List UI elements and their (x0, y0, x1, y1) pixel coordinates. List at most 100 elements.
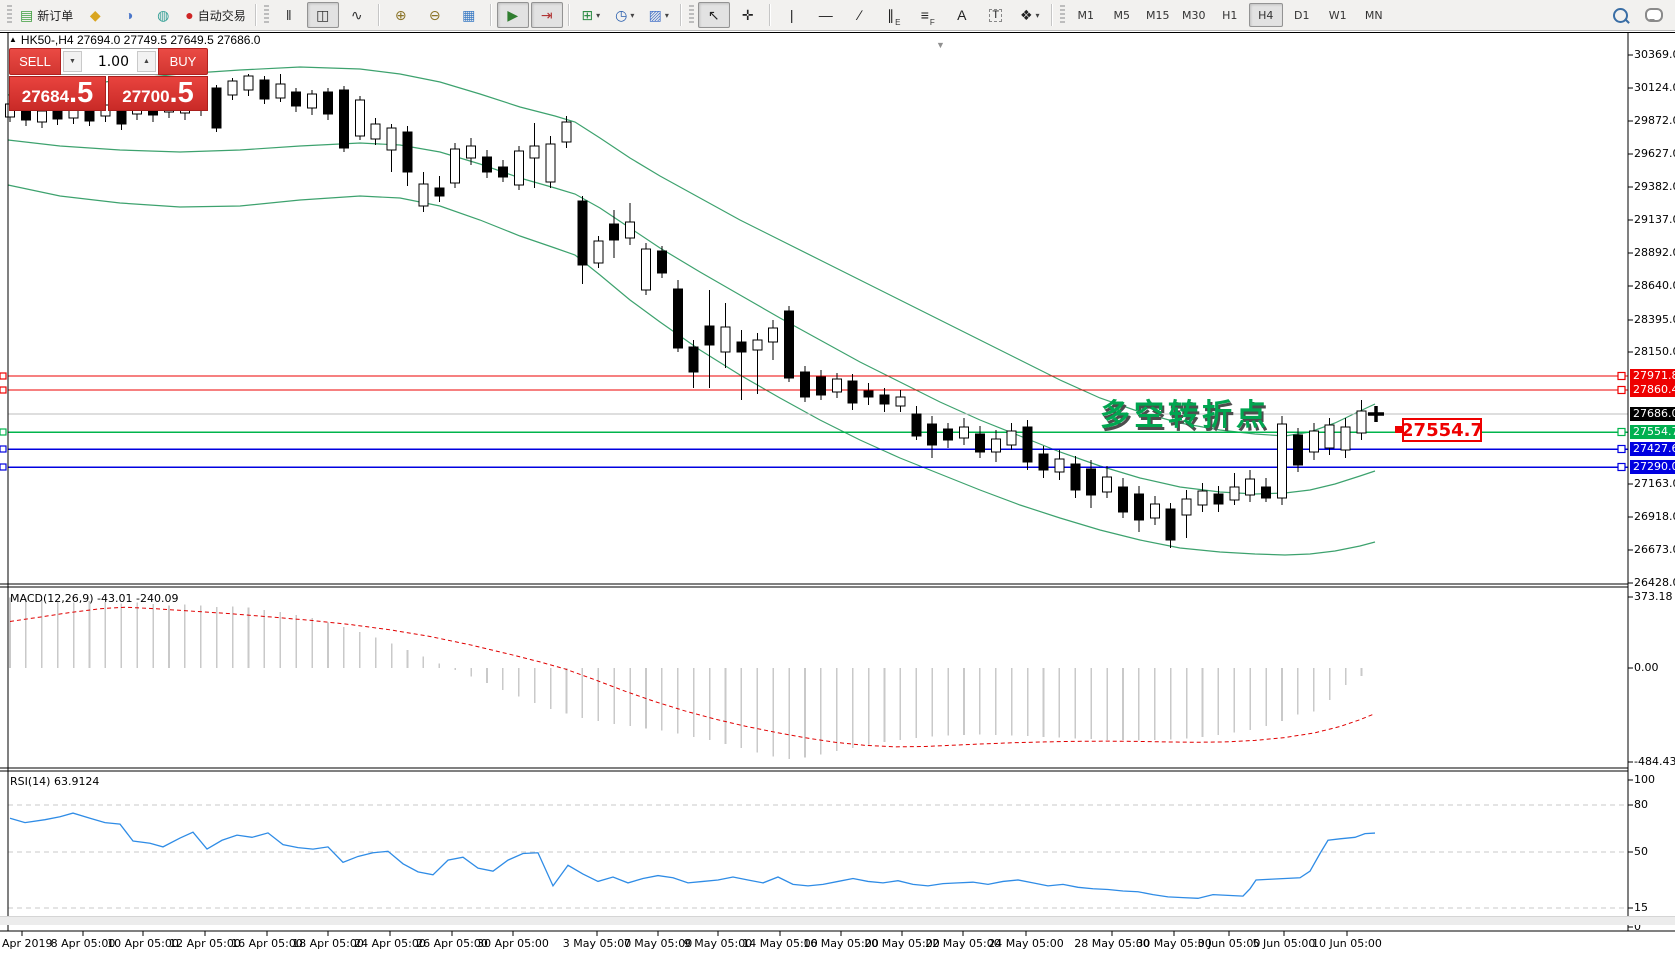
price-axis-label: 26918.0 (1634, 510, 1675, 523)
toolbar-grip-handle[interactable] (7, 5, 12, 25)
support-line-1-left-handle[interactable] (0, 445, 7, 453)
price-axis-label: 28395.0 (1634, 313, 1675, 326)
one-click-trading-panel: SELL ▼ 1.00 ▲ BUY 27684.5 27700.5 (9, 48, 208, 111)
candle-body (863, 390, 874, 398)
timeframe-m5-button[interactable]: M5 (1113, 8, 1130, 22)
support-line-2-left-handle[interactable] (0, 463, 7, 471)
volume-input[interactable]: 1.00 (97, 53, 129, 70)
horizontal-line-button[interactable]: — (818, 7, 833, 23)
support-line-1-axis-handle[interactable] (1617, 444, 1626, 454)
volume-increment-button[interactable]: ▲ (137, 51, 156, 72)
timeframe-d1-button[interactable]: D1 (1294, 8, 1310, 22)
timeframe-m1-button[interactable]: M1 (1077, 8, 1094, 22)
candle-body (1165, 508, 1176, 541)
new-order-button[interactable]: ▤ 新订单 (20, 7, 74, 23)
candle-body (831, 378, 842, 393)
market-watch-button[interactable]: ◆ (89, 7, 101, 23)
fibonacci-button[interactable]: ≡ F (920, 7, 935, 27)
templates-button[interactable]: ▨ ▾ (648, 7, 669, 23)
buy-price-display[interactable]: 27700.5 (108, 76, 208, 111)
autotrading-button[interactable]: ● 自动交易 (185, 7, 246, 23)
candle-body (1340, 426, 1351, 451)
candle-body (36, 110, 47, 123)
macd-axis-label: -484.43 (1634, 755, 1675, 768)
indicators-button[interactable]: ⊞ ▾ (581, 7, 601, 23)
pivot-line-axis-handle[interactable] (1617, 427, 1626, 437)
chat-icon[interactable] (1638, 2, 1670, 28)
resistance-line-1-axis-handle[interactable] (1617, 371, 1626, 381)
candle-body (1149, 503, 1160, 519)
price-tag-anchor-handle[interactable] (1395, 426, 1402, 433)
timeframe-h4-button[interactable]: H4 (1248, 3, 1283, 27)
chart-area[interactable]: ▲ HK50-,H4 27694.0 27749.5 27649.5 27686.… (0, 32, 1675, 956)
zoom-out-button[interactable]: ⊖ (428, 7, 441, 23)
cursor-button[interactable]: ↖ (697, 2, 730, 28)
support-line-2-axis-handle[interactable] (1617, 462, 1626, 472)
tile-windows-button[interactable]: ▦ (462, 7, 476, 23)
price-axis-label: 29137.0 (1634, 213, 1675, 226)
timeframe-h1-button[interactable]: H1 (1222, 8, 1238, 22)
collapse-arrow-icon[interactable]: ▲ (9, 35, 17, 44)
timeframe-mn-button[interactable]: MN (1364, 8, 1383, 22)
candle-body (561, 121, 572, 143)
candle-body (323, 91, 333, 115)
channel-button[interactable]: ∥ E (887, 7, 901, 27)
candle-body (386, 127, 397, 151)
macd-indicator-label: MACD(12,26,9) -43.01 -240.09 (10, 592, 179, 605)
symbol-title: ▲ HK50-,H4 27694.0 27749.5 27649.5 27686.… (9, 33, 260, 47)
pivot-line-left-handle[interactable] (0, 428, 7, 436)
text-label-button[interactable]: T (980, 2, 1012, 28)
auto-scroll-button[interactable]: ▶ (496, 2, 529, 28)
sell-price-frac: .5 (69, 77, 94, 109)
candle-body (895, 396, 906, 407)
resistance-line-1-left-handle[interactable] (0, 372, 7, 380)
macd-signal-line (9, 606, 1376, 748)
rsi-axis-label: 80 (1634, 798, 1648, 811)
rsi-indicator-label: RSI(14) 63.9124 (10, 775, 100, 788)
candle-body (641, 248, 651, 291)
candle-body (370, 123, 381, 140)
zoom-in-button[interactable]: ⊕ (394, 7, 407, 23)
timeframe-w1-button[interactable]: W1 (1328, 8, 1347, 22)
vertical-line-button[interactable]: | (789, 7, 794, 23)
date-axis-label: 22 May 05:00 (925, 937, 1001, 950)
buy-button[interactable]: BUY (158, 48, 208, 75)
navigator-button[interactable]: ◑ (125, 7, 134, 23)
candlestick-chart-button[interactable]: ◫ (306, 2, 339, 28)
timeframe-m15-button[interactable]: M15 (1145, 8, 1170, 22)
price-level-tag[interactable]: 27554.7 (1401, 418, 1483, 442)
price-axis-label: 29382.0 (1634, 180, 1675, 193)
candle-body (497, 166, 508, 178)
chart-shift-button[interactable]: ⇥ (530, 2, 563, 28)
line-chart-button[interactable]: ∿ (350, 7, 363, 23)
resistance-line-2-left-handle[interactable] (0, 386, 7, 394)
rsi-line (9, 812, 1376, 899)
bar-chart-button[interactable]: ‖ (285, 7, 292, 23)
candle-body (1213, 493, 1224, 505)
candle-body (1261, 486, 1272, 499)
candle-body (911, 413, 922, 437)
price-axis-label: 26673.0 (1634, 543, 1675, 556)
date-axis-label: 3 Apr 2019 (0, 937, 53, 950)
candle-body (943, 428, 954, 441)
chinese-annotation-text[interactable]: 多空转折点 (1100, 398, 1270, 433)
toolbar-separator (489, 4, 492, 26)
timeframe-m30-button[interactable]: M30 (1181, 8, 1206, 22)
sell-button[interactable]: SELL (9, 48, 61, 75)
terminal-button[interactable]: ◍ (157, 7, 170, 23)
toolbar-grip-handle[interactable] (688, 5, 694, 25)
text-button[interactable]: A (957, 7, 967, 23)
candle-body (927, 423, 938, 446)
trendline-button[interactable]: ∕ (858, 7, 861, 23)
periods-button[interactable]: ◷ ▾ (615, 7, 635, 23)
toolbar-grip-handle[interactable] (263, 5, 269, 25)
search-icon[interactable] (1604, 2, 1636, 28)
resistance-line-2-axis-handle[interactable] (1617, 385, 1626, 395)
toolbar-grip-handle[interactable] (1059, 5, 1065, 25)
sell-price-display[interactable]: 27684.5 (9, 76, 106, 111)
date-axis-label: 30 May 05:00 (1136, 937, 1212, 950)
arrows-button[interactable]: ❖ ▾ (1019, 7, 1040, 23)
crosshair-button[interactable]: ✛ (741, 7, 754, 23)
candle-body (466, 145, 477, 159)
volume-decrement-button[interactable]: ▼ (63, 51, 82, 72)
